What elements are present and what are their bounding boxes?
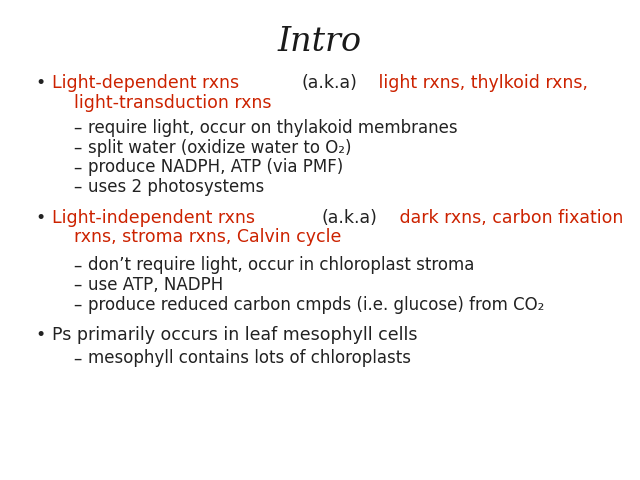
Text: –: –: [74, 256, 82, 275]
Text: –: –: [74, 139, 82, 156]
Text: use ATP, NADPH: use ATP, NADPH: [88, 276, 223, 294]
Text: •: •: [35, 74, 45, 93]
Text: –: –: [74, 119, 82, 137]
Text: light-transduction rxns: light-transduction rxns: [74, 94, 271, 111]
Text: Light-dependent rxns: Light-dependent rxns: [52, 74, 245, 93]
Text: rxns, stroma rxns, Calvin cycle: rxns, stroma rxns, Calvin cycle: [74, 228, 341, 246]
Text: (a.k.a): (a.k.a): [321, 209, 378, 227]
Text: Light-independent rxns: Light-independent rxns: [52, 209, 261, 227]
Text: dark rxns, carbon fixation: dark rxns, carbon fixation: [394, 209, 623, 227]
Text: produce reduced carbon cmpds (i.e. glucose) from CO₂: produce reduced carbon cmpds (i.e. gluco…: [88, 296, 545, 314]
Text: •: •: [35, 326, 45, 345]
Text: –: –: [74, 296, 82, 314]
Text: split water (oxidize water to O₂): split water (oxidize water to O₂): [88, 139, 352, 156]
Text: •: •: [35, 209, 45, 227]
Text: produce NADPH, ATP (via PMF): produce NADPH, ATP (via PMF): [88, 158, 344, 176]
Text: –: –: [74, 349, 82, 368]
Text: (a.k.a): (a.k.a): [301, 74, 357, 93]
Text: mesophyll contains lots of chloroplasts: mesophyll contains lots of chloroplasts: [88, 349, 412, 368]
Text: uses 2 photosystems: uses 2 photosystems: [88, 178, 264, 196]
Text: –: –: [74, 178, 82, 196]
Text: Intro: Intro: [278, 26, 362, 59]
Text: Ps primarily occurs in leaf mesophyll cells: Ps primarily occurs in leaf mesophyll ce…: [52, 326, 418, 345]
Text: don’t require light, occur in chloroplast stroma: don’t require light, occur in chloroplas…: [88, 256, 475, 275]
Text: –: –: [74, 276, 82, 294]
Text: –: –: [74, 158, 82, 176]
Text: require light, occur on thylakoid membranes: require light, occur on thylakoid membra…: [88, 119, 458, 137]
Text: light rxns, thylkoid rxns,: light rxns, thylkoid rxns,: [373, 74, 588, 93]
